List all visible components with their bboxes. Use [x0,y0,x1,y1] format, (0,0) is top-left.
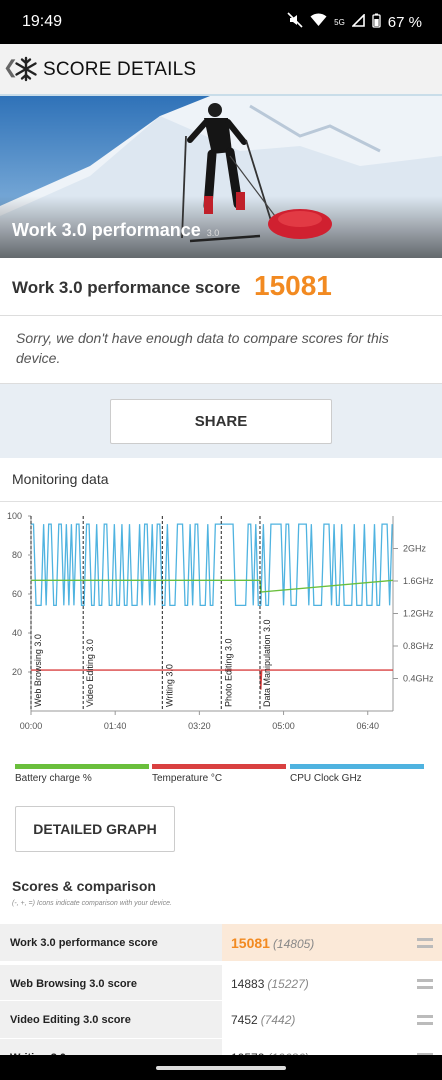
annotation-label: Video Editing 3.0 [85,639,95,707]
score-row[interactable]: Video Editing 3.0 score 7452 (7442) [0,1000,442,1038]
app-bar: ❮ SCORE DETAILS [0,44,442,96]
y-right-tick-label: 2GHz [403,544,427,554]
hero-caption: Work 3.0 performance 3.0 [12,220,219,241]
page-title: SCORE DETAILS [43,59,197,80]
score-label: Work 3.0 performance score [12,278,241,297]
score-row-compare: (14805) [272,937,315,951]
score-row[interactable]: Web Browsing 3.0 score 14883 (15227) [0,964,442,1002]
series-temperature-line [31,669,393,690]
legend-cpu-swatch [290,764,424,769]
back-button[interactable]: ❮ [3,57,19,77]
series-cpu-line [31,523,393,607]
score-row-value: 7452 (7442) [222,1001,442,1038]
y-left-tick-label: 40 [12,628,22,638]
score-row-name: Work 3.0 performance score [0,924,222,961]
annotation-label: Data Manipulation 3.0 [262,619,272,707]
score-row-compare: (7442) [260,1013,296,1027]
annotation-label: Writing 3.0 [164,664,174,707]
skier-figure [181,103,332,243]
comparison-notice: Sorry, we don't have enough data to comp… [0,316,442,384]
monitoring-header: Monitoring data [0,458,442,502]
legend-cpu: CPU Clock GHz [290,764,424,784]
score-row-main: 15081 [231,935,270,951]
x-tick-label: 03:20 [188,721,211,731]
legend-temperature-label: Temperature °C [152,773,223,784]
y-left-tick-label: 80 [12,550,22,560]
share-section: SHARE [0,384,442,458]
annotation-label: Photo Editing 3.0 [223,638,233,707]
detailed-graph-button[interactable]: DETAILED GRAPH [15,806,175,852]
legend-battery-swatch [15,764,149,769]
legend-cpu-label: CPU Clock GHz [290,773,362,784]
score-row-main: 14883 [231,977,265,991]
y-left-tick-label: 20 [12,667,22,677]
status-time: 19:49 [22,13,63,30]
y-right-tick-label: 1.2GHz [403,609,434,619]
equal-icon [417,1015,433,1025]
score-row-value: 15081 (14805) [222,924,442,961]
monitoring-chart: 20 40 60 80 100 0.4GHz 0.8GHz 1.2GHz 1.6GHz 2GHz 0… [7,511,434,731]
y-left-tick-label: 60 [12,589,22,599]
y-right-tick-label: 0.4GHz [403,674,434,684]
score-row-name: Video Editing 3.0 score [0,1001,222,1038]
snowflake-icon [15,56,37,82]
scores-section: Scores & comparison (-, +, =) Icons indi… [0,868,442,1080]
score-row-value: 14883 (15227) [222,965,442,1002]
y-right-tick-label: 1.6GHz [403,576,434,586]
x-tick-label: 01:40 [104,721,127,731]
score-row-compare: (15227) [267,977,309,991]
network-tag: 5G [334,17,345,27]
y-left-tick-label: 100 [7,511,22,521]
navigation-bar [0,1055,442,1080]
y-right-tick-label: 0.8GHz [403,641,434,651]
score-row-main: 7452 [231,1013,258,1027]
legend-battery-label: Battery charge % [15,773,92,784]
monitoring-title: Monitoring data [12,471,109,487]
score-row[interactable]: Work 3.0 performance score 15081 (14805) [0,923,442,961]
status-bar: 19:49 5G 67 % [0,0,442,44]
share-button[interactable]: SHARE [110,399,332,444]
skier-illustration [0,96,442,258]
score-box: Work 3.0 performance score 15081 [0,258,442,316]
annotation-label: Web Browsing 3.0 [33,634,43,707]
score-row-name: Web Browsing 3.0 score [0,965,222,1002]
score-value: 15081 [254,270,332,301]
legend-temperature-swatch [152,764,286,769]
mute-icon [287,12,303,32]
hero-version: 3.0 [206,228,220,238]
x-tick-label: 00:00 [20,721,43,731]
signal-icon [350,12,365,31]
x-tick-label: 05:00 [272,721,295,731]
x-tick-label: 06:40 [356,721,379,731]
status-icons: 5G 67 % [287,12,422,32]
equal-icon [417,979,433,989]
equal-icon [417,938,433,948]
scores-title: Scores & comparison [12,878,156,894]
hero-caption-text: Work 3.0 performance [12,220,201,240]
wifi-icon [310,13,327,31]
home-gesture-bar[interactable] [156,1066,286,1070]
monitoring-panel: Monitoring data 20 40 60 80 100 0.4GHz 0.8GHz 1… [0,458,442,868]
battery-icon [372,13,381,32]
battery-percent: 67 % [387,13,422,31]
legend-temperature: Temperature °C [152,764,286,784]
scores-note: (-, +, =) Icons indicate comparison with… [12,900,172,907]
hero-image: Work 3.0 performance 3.0 [0,96,442,258]
legend-battery: Battery charge % [15,764,149,784]
